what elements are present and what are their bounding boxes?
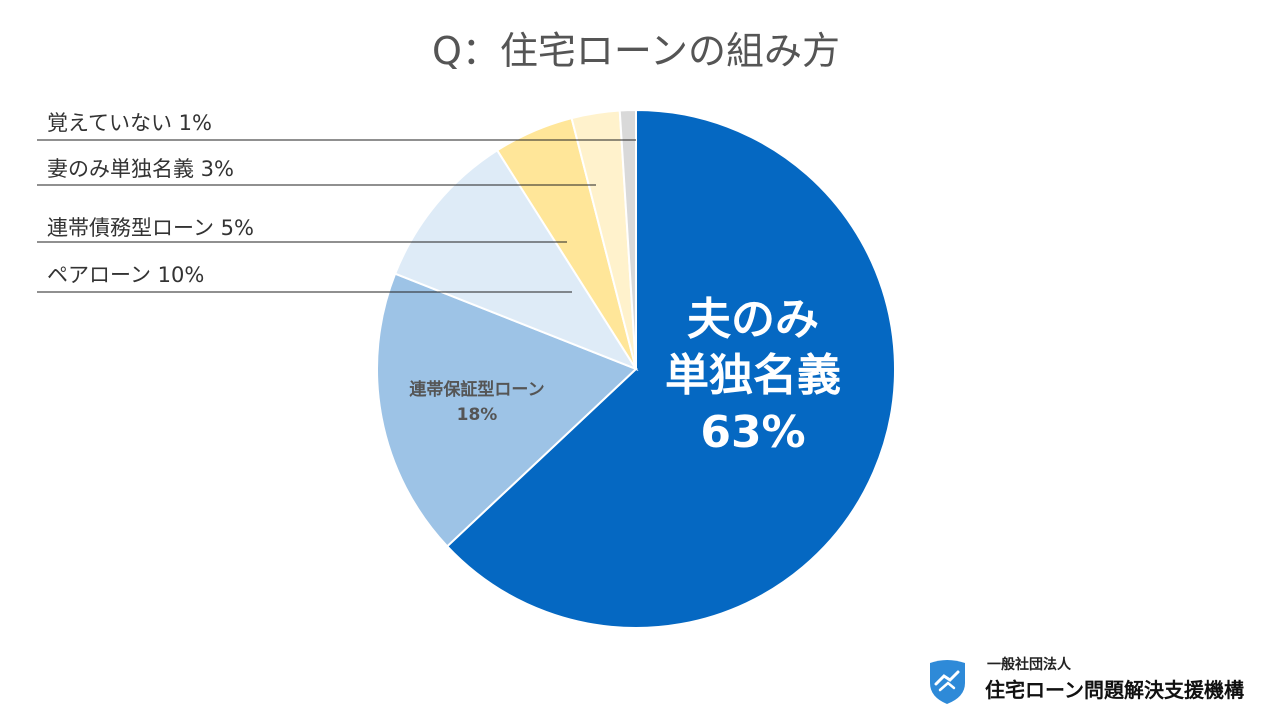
slice-label-6: 覚えていない 1% [47, 111, 212, 135]
slice-label-2-line-1: 連帯保証型ローン [409, 379, 544, 400]
pie-slice-6 [618, 108, 637, 370]
org-logo: 一般社団法人 住宅ローン問題解決支援機構 [930, 656, 1244, 704]
org-type-label: 一般社団法人 [987, 656, 1072, 673]
org-name: 住宅ローン問題解決支援機構 [985, 678, 1244, 702]
slice-label-1-line-2: 単独名義 [665, 350, 841, 401]
handshake-shield-icon [930, 660, 965, 704]
pie-slice-1 [445, 108, 896, 629]
slice-label-4: 連帯債務型ローン 5% [47, 216, 254, 240]
external-labels: ペアローン 10% 連帯債務型ローン 5% 妻のみ単独名義 3% 覚えていない 1% [37, 111, 636, 293]
pie-slice-2 [376, 272, 638, 548]
slice-label-5: 妻のみ単独名義 3% [47, 157, 234, 181]
slice-label-1-line-3: 63% [700, 407, 805, 458]
slice-label-1-line-1: 夫のみ [687, 294, 819, 345]
chart-title: Q：住宅ローンの組み方 [432, 29, 840, 73]
pie-slices [376, 108, 896, 629]
slice-label-3: ペアローン 10% [47, 263, 204, 287]
pie-slice-3 [393, 148, 639, 372]
slice-label-2-line-2: 18% [457, 405, 498, 425]
